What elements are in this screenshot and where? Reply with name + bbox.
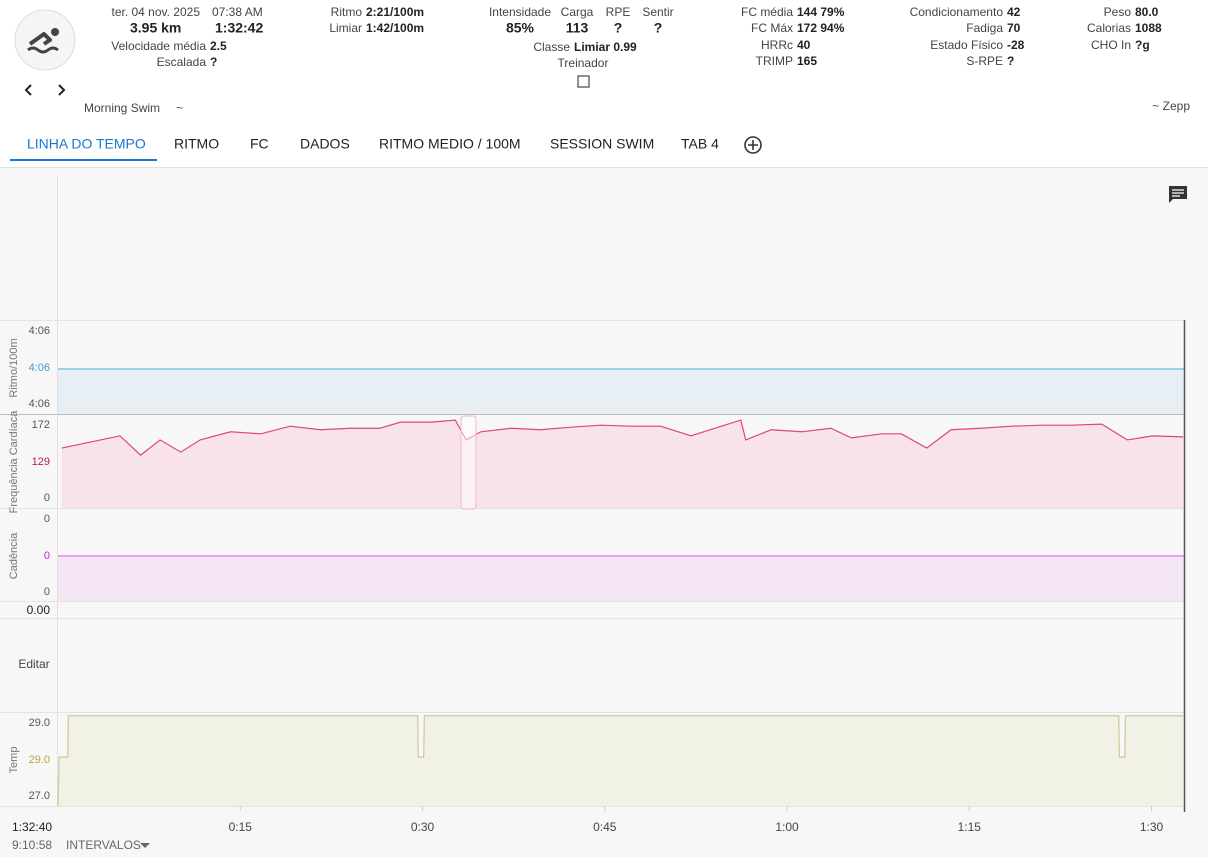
edit-value: 0.00: [27, 603, 51, 617]
temp-line: [57, 715, 1184, 807]
stat-label: Intensidade: [489, 5, 551, 19]
source: ~ Zepp: [1152, 99, 1190, 113]
x-tick-label: 0:30: [411, 820, 435, 834]
field-label: Estado Físico: [930, 38, 1003, 52]
elapsed: 9:10:58: [12, 838, 52, 852]
activity-icon: [14, 9, 76, 71]
field-value: 70: [1007, 21, 1021, 35]
stat-value: ?: [614, 20, 623, 36]
axis-label: 0: [44, 550, 50, 562]
field-label: S-RPE: [966, 54, 1003, 68]
field-value: 2.5: [210, 39, 227, 53]
field-label: Peso: [1104, 5, 1132, 19]
date: ter. 04 nov. 2025: [111, 5, 200, 19]
field-value: -28: [1007, 38, 1025, 52]
distance: 3.95 km: [130, 20, 181, 36]
field-value: 40: [797, 38, 811, 52]
field-value: 1:42/100m: [366, 21, 424, 35]
stat-label: RPE: [606, 5, 631, 19]
hr-line: [61, 419, 1184, 456]
hr-area: [61, 420, 1184, 508]
duration-label: 1:32:40: [12, 820, 52, 834]
field-label: HRRc: [761, 38, 793, 52]
axis-label: 172: [32, 419, 50, 431]
field-value: 1088: [1135, 21, 1162, 35]
field-label: Escalada: [157, 55, 207, 69]
stat-label: Carga: [561, 5, 594, 19]
tab[interactable]: TAB 4: [681, 136, 719, 152]
dropdown-arrow: [140, 843, 150, 848]
axis-title: Frequência Cardíaca: [8, 410, 20, 514]
prev-button[interactable]: [24, 84, 32, 96]
x-tick-label: 1:00: [775, 820, 799, 834]
field-label: FC Máx: [751, 21, 793, 35]
add-tab-button[interactable]: [744, 136, 762, 154]
field-label: Classe: [533, 40, 570, 54]
coach-label: Treinador: [558, 56, 609, 70]
field-label: Ritmo: [331, 5, 363, 19]
axis-label: 0: [44, 492, 50, 504]
intervals-button[interactable]: INTERVALOS: [66, 838, 141, 852]
field-value: ?g: [1135, 38, 1150, 52]
axis-label: 4:06: [29, 325, 50, 337]
axis-title: Temp: [8, 747, 20, 774]
axis-title: Cadência: [8, 532, 20, 579]
activity-desc: ~: [176, 101, 183, 115]
field-value: 165: [797, 54, 817, 68]
field-label: Calorias: [1087, 21, 1131, 35]
panel-fill: [58, 556, 1184, 601]
stat-value: 113: [566, 20, 589, 36]
panel-fill: [58, 369, 1184, 414]
field-label: TRIMP: [756, 54, 793, 68]
x-tick-label: 0:15: [229, 820, 253, 834]
field-label: FC média: [741, 5, 793, 19]
time: 07:38 AM: [212, 5, 263, 19]
axis-label: 27.0: [29, 790, 50, 802]
axis-label: 0: [44, 586, 50, 598]
tab[interactable]: FC: [250, 136, 269, 152]
field-value: 42: [1007, 5, 1021, 19]
tab[interactable]: LINHA DO TEMPO: [27, 136, 146, 152]
field-value: 80.0: [1135, 5, 1159, 19]
activity-name[interactable]: Morning Swim: [84, 101, 160, 115]
field-value: 172 94%: [797, 21, 845, 35]
field-label: Condicionamento: [910, 5, 1004, 19]
field-value: Limiar 0.99: [574, 40, 637, 54]
axis-title: Ritmo/100m: [8, 338, 20, 397]
next-button[interactable]: [58, 84, 66, 96]
field-value: ?: [210, 55, 217, 69]
x-tick-label: 1:30: [1140, 820, 1164, 834]
axis-label: 4:06: [29, 362, 50, 374]
field-label: Velocidade média: [111, 39, 206, 53]
field-value: 2:21/100m: [366, 5, 424, 19]
stat-value: ?: [654, 20, 663, 36]
field-label: Limiar: [329, 21, 362, 35]
tab[interactable]: SESSION SWIM: [550, 136, 654, 152]
coach-checkbox[interactable]: [577, 75, 590, 88]
axis-label: 129: [32, 456, 50, 468]
x-tick-label: 1:15: [958, 820, 982, 834]
axis-label: 29.0: [29, 717, 50, 729]
field-label: CHO In: [1091, 38, 1131, 52]
field-value: ?: [1007, 54, 1014, 68]
tab[interactable]: DADOS: [300, 136, 350, 152]
selection: [460, 415, 477, 510]
field-value: 144 79%: [797, 5, 845, 19]
edit-label[interactable]: Editar: [18, 657, 49, 671]
axis-label: 0: [44, 513, 50, 525]
x-tick-label: 0:45: [593, 820, 617, 834]
axis-label: 4:06: [29, 398, 50, 410]
tab[interactable]: RITMO MEDIO / 100M: [379, 136, 521, 152]
stat-label: Sentir: [642, 5, 673, 19]
active-tab-underline: [10, 159, 157, 161]
field-label: Fadiga: [966, 21, 1003, 35]
axis-label: 29.0: [29, 754, 50, 766]
comment-icon[interactable]: [1169, 186, 1187, 203]
tab[interactable]: RITMO: [174, 136, 219, 152]
stat-value: 85%: [506, 20, 535, 36]
duration: 1:32:42: [215, 20, 263, 36]
temp-area: [58, 715, 1184, 806]
